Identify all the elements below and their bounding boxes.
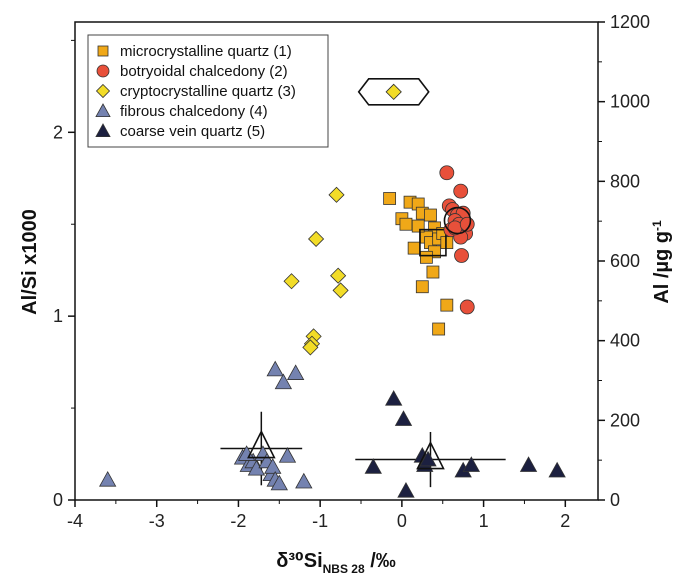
x-tick-label: 0 (397, 511, 407, 531)
mean-marker-triangle (416, 440, 445, 470)
y-axis-title: Al/Si x1000 (19, 209, 41, 315)
data-point (266, 360, 284, 377)
mean-marker-triangle (247, 429, 276, 459)
highlight-hexagon (357, 78, 430, 106)
data-point (440, 236, 454, 250)
legend-label: coarse vein quartz (5) (120, 123, 265, 140)
data-point (364, 458, 382, 474)
x-axis-title-unit: /‰ (365, 550, 396, 572)
data-point (462, 456, 481, 472)
legend-item: fibrous chalcedony (4) (95, 103, 268, 120)
data-point (415, 280, 429, 294)
y2-tick-label: 0 (610, 490, 620, 510)
data-point (439, 165, 455, 181)
data-point (274, 373, 293, 390)
series-4 (99, 360, 313, 491)
data-point (453, 183, 469, 199)
mean-marker-square (419, 228, 447, 257)
data-point (454, 248, 469, 263)
data-point (424, 208, 437, 222)
series-5 (355, 390, 566, 498)
y2-tick-label: 1200 (610, 12, 650, 32)
y2-tick-label: 600 (610, 251, 640, 271)
legend-item: cryptocrystalline quartz (3) (95, 83, 296, 100)
data-point (385, 83, 402, 100)
data-point (419, 250, 433, 264)
data-point (397, 481, 415, 498)
x-tick-label: -1 (312, 511, 328, 531)
x-tick-label: 2 (560, 511, 570, 531)
data-point (426, 265, 440, 279)
x-tick-label: -2 (230, 511, 246, 531)
y2-axis-title-main: Al /µg g (651, 231, 673, 304)
legend-box (87, 34, 329, 148)
y2-tick-label: 400 (610, 331, 640, 351)
x-tick-label: 1 (479, 511, 489, 531)
data-point (278, 447, 297, 463)
legend-label: microcrystalline quartz (1) (120, 43, 292, 60)
data-point (548, 461, 566, 478)
axes: -4 -3 -2 -1 0 1 2 0 1 2 0 200 400 600 800 1000 1200 (53, 12, 650, 531)
data-point (328, 186, 345, 203)
data-point (286, 364, 305, 380)
legend-marker (95, 103, 111, 117)
x-axis-title: δ³⁰SiNBS 28 /‰ (276, 550, 396, 576)
legend-label: fibrous chalcedony (4) (120, 103, 268, 120)
legend-marker (95, 123, 111, 138)
data-point (399, 217, 413, 231)
data-point (432, 322, 446, 336)
legend-item: botryoidal chalcedony (2) (96, 63, 288, 80)
mean-marker-circle (443, 206, 472, 235)
legend-item: coarse vein quartz (5) (95, 123, 265, 140)
y-tick-label: 2 (53, 122, 63, 142)
legend-item: microcrystalline quartz (1) (97, 43, 292, 60)
data-point (407, 241, 421, 255)
y2-axis-title: Al /µg g-1 (650, 220, 673, 304)
data-point (295, 472, 313, 489)
y2-tick-label: 800 (610, 171, 640, 191)
data-point (270, 474, 288, 491)
series-3 (283, 78, 430, 356)
data-point (519, 456, 538, 472)
data-point (99, 470, 117, 487)
series-layer (99, 78, 566, 498)
data-point (385, 390, 403, 406)
legend-marker (96, 64, 110, 78)
data-point (302, 339, 319, 356)
y2-tick-label: 1000 (610, 92, 650, 112)
y2-tick-label: 200 (610, 410, 640, 430)
legend: microcrystalline quartz (1) botryoidal ch… (87, 34, 329, 148)
data-point (332, 282, 349, 299)
x-axis-title-main: δ³⁰Si (276, 550, 322, 572)
data-point (264, 458, 282, 474)
series-2 (439, 165, 475, 315)
legend-label: botryoidal chalcedony (2) (120, 63, 288, 80)
series-1 (383, 192, 454, 336)
legend-marker (97, 45, 109, 57)
x-tick-label: -3 (149, 511, 165, 531)
data-point (394, 410, 413, 426)
legend-marker (95, 83, 111, 99)
legend-label: cryptocrystalline quartz (3) (120, 83, 296, 100)
data-point (383, 192, 397, 205)
x-tick-label: -4 (67, 511, 83, 531)
y2-axis-title-sup: -1 (650, 220, 664, 231)
y-tick-label: 0 (53, 490, 63, 510)
data-point (419, 450, 437, 467)
data-point (308, 230, 325, 248)
x-axis-title-sub: NBS 28 (323, 562, 365, 576)
data-point (283, 273, 300, 290)
data-point (330, 267, 347, 284)
y-tick-label: 1 (53, 306, 63, 326)
data-point (459, 299, 475, 315)
data-point (440, 298, 454, 312)
